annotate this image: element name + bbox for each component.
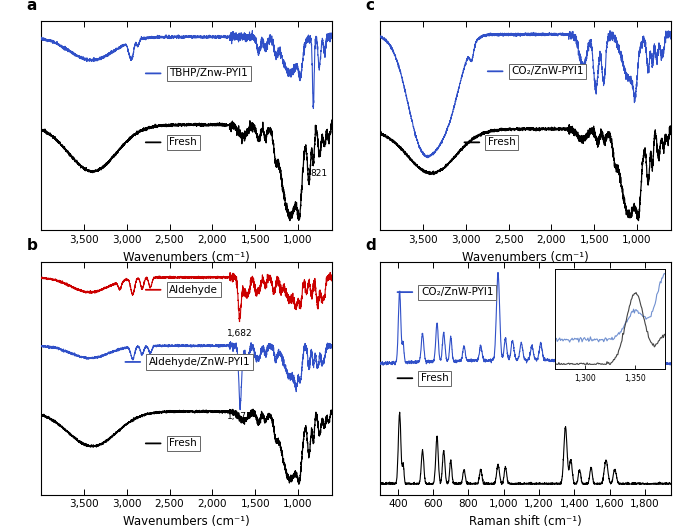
- Text: 821: 821: [311, 169, 328, 178]
- Text: Aldehyde/ZnW-PYI1: Aldehyde/ZnW-PYI1: [149, 357, 251, 367]
- X-axis label: Wavenumbers (cm⁻¹): Wavenumbers (cm⁻¹): [462, 251, 589, 263]
- Text: Fresh: Fresh: [421, 373, 449, 383]
- Text: Aldehyde: Aldehyde: [169, 285, 218, 295]
- Text: Fresh: Fresh: [169, 138, 197, 148]
- Text: Fresh: Fresh: [169, 439, 197, 449]
- X-axis label: Wavenumbers (cm⁻¹): Wavenumbers (cm⁻¹): [123, 515, 250, 528]
- Text: b: b: [27, 238, 38, 252]
- Text: 1,682: 1,682: [227, 329, 252, 338]
- Text: d: d: [366, 238, 376, 252]
- Text: CO₂/ZnW-PYI1: CO₂/ZnW-PYI1: [421, 287, 493, 297]
- X-axis label: Raman shift (cm⁻¹): Raman shift (cm⁻¹): [469, 515, 582, 528]
- Text: c: c: [366, 0, 375, 13]
- Text: Fresh: Fresh: [488, 138, 516, 148]
- X-axis label: Wavenumbers (cm⁻¹): Wavenumbers (cm⁻¹): [123, 251, 250, 263]
- Text: CO₂/ZnW-PYI1: CO₂/ZnW-PYI1: [511, 66, 584, 76]
- Text: 1,675: 1,675: [227, 412, 253, 421]
- Text: a: a: [27, 0, 37, 13]
- Text: TBHP/Znw-PYI1: TBHP/Znw-PYI1: [169, 68, 248, 78]
